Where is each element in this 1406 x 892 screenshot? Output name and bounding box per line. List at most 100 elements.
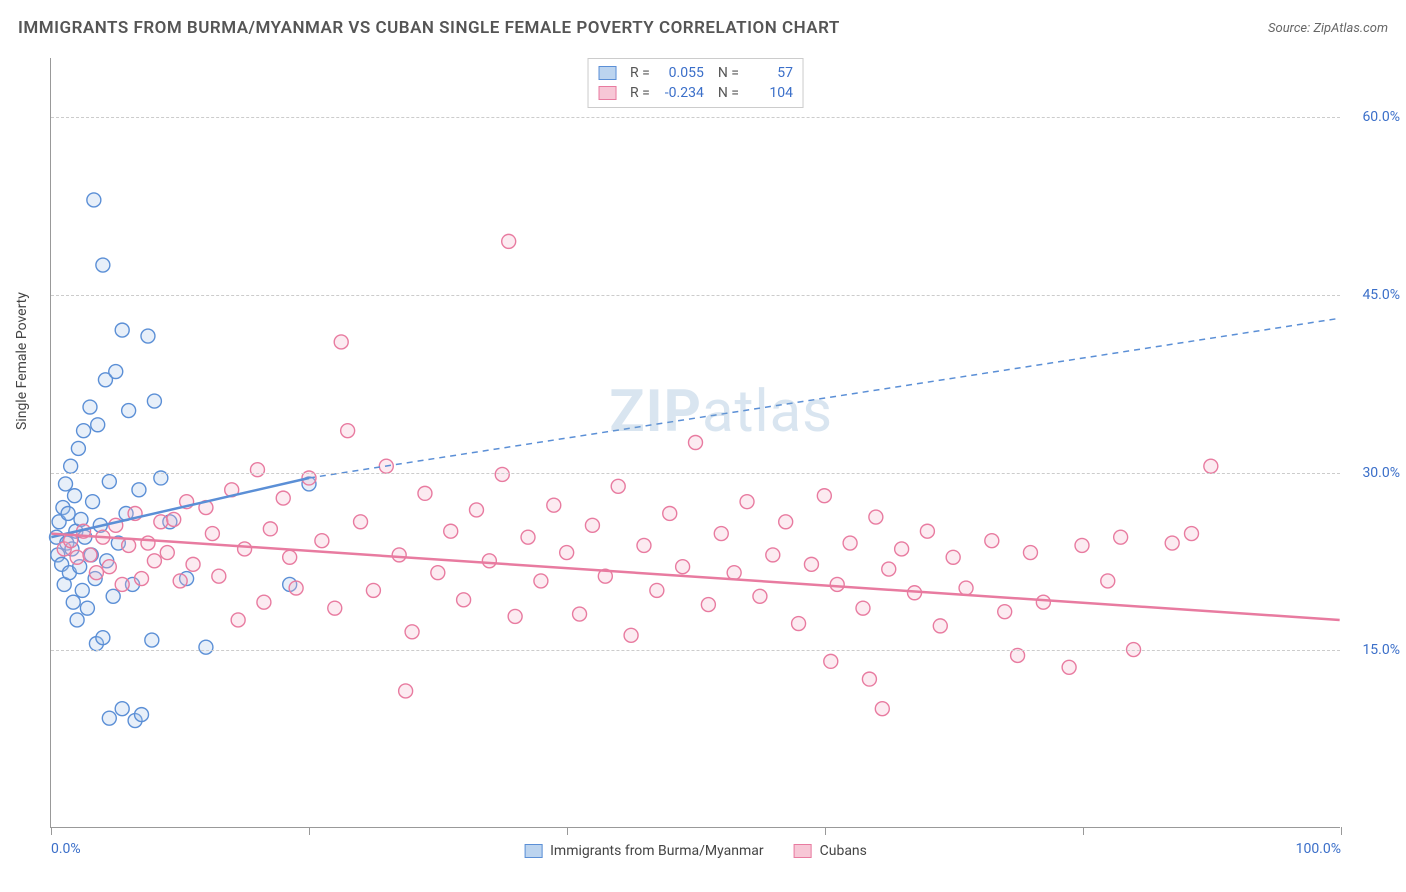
data-point-cubans: [405, 625, 419, 639]
xtick-label-end: 100.0%: [1296, 841, 1341, 857]
data-point-cubans: [250, 463, 264, 477]
ytick-label: 15.0%: [1345, 642, 1400, 658]
data-point-cubans: [611, 479, 625, 493]
data-point-burma: [83, 400, 97, 414]
data-point-cubans: [508, 609, 522, 623]
data-point-burma: [122, 404, 136, 418]
gridline: [51, 473, 1340, 474]
data-point-burma: [145, 633, 159, 647]
data-point-cubans: [804, 557, 818, 571]
gridline: [51, 295, 1340, 296]
data-point-cubans: [1023, 546, 1037, 560]
data-point-cubans: [283, 550, 297, 564]
gridline: [51, 117, 1340, 118]
data-point-cubans: [875, 702, 889, 716]
data-point-cubans: [160, 546, 174, 560]
swatch-cubans: [598, 86, 616, 100]
data-point-cubans: [985, 534, 999, 548]
data-point-cubans: [495, 467, 509, 481]
data-point-cubans: [289, 581, 303, 595]
swatch-cubans-bottom: [794, 844, 812, 858]
swatch-burma: [598, 66, 616, 80]
xtick: [1083, 827, 1084, 835]
data-point-cubans: [895, 542, 909, 556]
y-axis-label: Single Female Poverty: [14, 292, 30, 430]
data-point-burma: [109, 365, 123, 379]
xtick-label-start: 0.0%: [51, 841, 81, 857]
data-point-cubans: [650, 583, 664, 597]
data-point-cubans: [238, 542, 252, 556]
trendline-cubans: [51, 534, 1339, 620]
data-point-cubans: [366, 583, 380, 597]
data-point-cubans: [212, 569, 226, 583]
data-point-cubans: [824, 654, 838, 668]
data-point-cubans: [186, 557, 200, 571]
data-point-cubans: [154, 515, 168, 529]
data-point-burma: [87, 193, 101, 207]
data-point-cubans: [920, 524, 934, 538]
data-point-cubans: [205, 527, 219, 541]
data-point-cubans: [856, 601, 870, 615]
data-point-burma: [75, 583, 89, 597]
chart-header: IMMIGRANTS FROM BURMA/MYANMAR VS CUBAN S…: [18, 18, 1388, 38]
data-point-cubans: [231, 613, 245, 627]
stats-legend: R = 0.055 N = 57 R = -0.234 N = 104: [587, 58, 804, 108]
data-point-cubans: [560, 546, 574, 560]
chart-title: IMMIGRANTS FROM BURMA/MYANMAR VS CUBAN S…: [18, 18, 840, 38]
data-point-burma: [68, 489, 82, 503]
data-point-burma: [96, 631, 110, 645]
data-point-cubans: [753, 589, 767, 603]
data-point-cubans: [102, 560, 116, 574]
data-point-cubans: [399, 684, 413, 698]
data-point-cubans: [727, 566, 741, 580]
data-point-cubans: [115, 577, 129, 591]
data-point-cubans: [1114, 530, 1128, 544]
data-point-cubans: [946, 550, 960, 564]
data-point-cubans: [740, 495, 754, 509]
data-point-burma: [135, 708, 149, 722]
data-point-burma: [80, 601, 94, 615]
xtick: [309, 827, 310, 835]
data-point-burma: [115, 323, 129, 337]
trendline-dashed-burma: [309, 318, 1340, 478]
series-legend: Immigrants from Burma/Myanmar Cubans: [524, 843, 867, 859]
data-point-cubans: [1062, 660, 1076, 674]
data-point-cubans: [141, 536, 155, 550]
data-point-burma: [61, 506, 75, 520]
data-point-cubans: [354, 515, 368, 529]
data-point-cubans: [862, 672, 876, 686]
data-point-burma: [102, 475, 116, 489]
data-point-cubans: [89, 566, 103, 580]
chart-plot-area: R = 0.055 N = 57 R = -0.234 N = 104 ZIPa…: [50, 58, 1340, 828]
data-point-cubans: [663, 506, 677, 520]
data-point-burma: [199, 640, 213, 654]
data-point-cubans: [469, 503, 483, 517]
data-point-cubans: [714, 527, 728, 541]
data-point-cubans: [1101, 574, 1115, 588]
data-point-cubans: [341, 424, 355, 438]
data-point-burma: [102, 711, 116, 725]
data-point-cubans: [167, 512, 181, 526]
data-point-cubans: [676, 560, 690, 574]
scatter-svg: [51, 58, 1340, 827]
legend-item-cubans: Cubans: [794, 843, 867, 859]
data-point-cubans: [1185, 527, 1199, 541]
ytick-label: 45.0%: [1345, 287, 1400, 303]
data-point-burma: [64, 459, 78, 473]
data-point-cubans: [792, 617, 806, 631]
data-point-burma: [70, 613, 84, 627]
gridline: [51, 650, 1340, 651]
data-point-cubans: [276, 491, 290, 505]
data-point-cubans: [83, 548, 97, 562]
data-point-cubans: [147, 554, 161, 568]
data-point-cubans: [534, 574, 548, 588]
data-point-cubans: [933, 619, 947, 633]
xtick: [567, 827, 568, 835]
data-point-burma: [91, 418, 105, 432]
data-point-cubans: [431, 566, 445, 580]
data-point-cubans: [1075, 538, 1089, 552]
data-point-cubans: [328, 601, 342, 615]
data-point-cubans: [689, 436, 703, 450]
data-point-burma: [106, 589, 120, 603]
data-point-burma: [59, 477, 73, 491]
